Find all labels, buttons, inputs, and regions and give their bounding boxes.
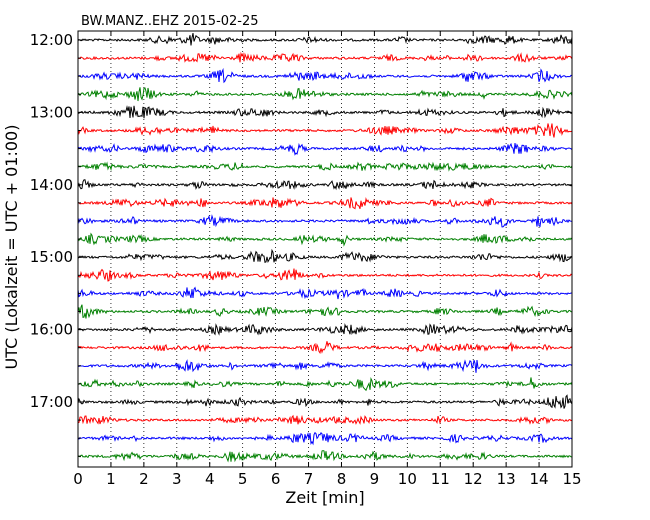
- x-tick-label: 6: [271, 470, 281, 488]
- plot-frame: [77, 30, 573, 468]
- y-tick-label: 16:00: [30, 321, 73, 339]
- trace-1400: [77, 179, 573, 191]
- trace-1430: [77, 214, 573, 228]
- traces: [77, 32, 573, 463]
- x-tick-label: 13: [497, 470, 516, 488]
- trace-1515: [77, 268, 573, 282]
- trace-1200: [77, 32, 573, 46]
- trace-1745: [77, 450, 573, 463]
- x-tick-label: 3: [172, 470, 182, 488]
- trace-1630: [77, 359, 573, 373]
- trace-1645: [77, 377, 573, 392]
- x-tick-label: 12: [464, 470, 483, 488]
- x-tick-label: 4: [205, 470, 215, 488]
- x-tick-label: 8: [337, 470, 347, 488]
- trace-1545: [77, 304, 573, 319]
- trace-1330: [77, 142, 573, 156]
- x-axis-label: Zeit [min]: [285, 488, 364, 507]
- y-tick-label: 12:00: [30, 31, 73, 49]
- trace-1615: [77, 341, 573, 354]
- x-tick-label: 11: [431, 470, 450, 488]
- y-tick-label: 14:00: [30, 176, 73, 194]
- trace-1415: [77, 197, 573, 210]
- trace-1445: [77, 232, 573, 247]
- chart-title: BW.MANZ..EHZ 2015-02-25: [81, 14, 259, 29]
- trace-1345: [77, 161, 573, 172]
- x-tick-label: 10: [398, 470, 417, 488]
- trace-1215: [77, 51, 573, 63]
- y-tick-label: 15:00: [30, 248, 73, 266]
- x-tick-label: 1: [106, 470, 116, 488]
- trace-1230: [77, 67, 573, 84]
- y-axis: 12:00 13:00 14:00 15:00 16:00 17:00: [30, 31, 572, 457]
- trace-1530: [77, 286, 573, 300]
- grid-lines: [110, 31, 540, 467]
- trace-1715: [77, 414, 573, 425]
- x-axis: 0 1 2 3 4 5 6 7 8 9 10 11 12 13 14 15: [73, 31, 582, 488]
- trace-1245: [77, 87, 573, 102]
- x-tick-label: 0: [73, 470, 83, 488]
- y-tick-label: 17:00: [30, 393, 73, 411]
- trace-1700: [77, 394, 573, 409]
- trace-1600: [77, 322, 573, 336]
- x-tick-label: 14: [530, 470, 549, 488]
- trace-1315: [77, 123, 573, 138]
- trace-1300: [77, 105, 573, 119]
- y-axis-label: UTC (Lokalzeit = UTC + 01:00): [2, 125, 21, 370]
- trace-1500: [77, 248, 573, 264]
- x-tick-label: 7: [304, 470, 314, 488]
- y-tick-label: 13:00: [30, 103, 73, 121]
- x-tick-label: 9: [370, 470, 380, 488]
- trace-1730: [77, 431, 573, 446]
- x-tick-label: 2: [139, 470, 149, 488]
- x-tick-label: 5: [238, 470, 248, 488]
- x-tick-label: 15: [562, 470, 581, 488]
